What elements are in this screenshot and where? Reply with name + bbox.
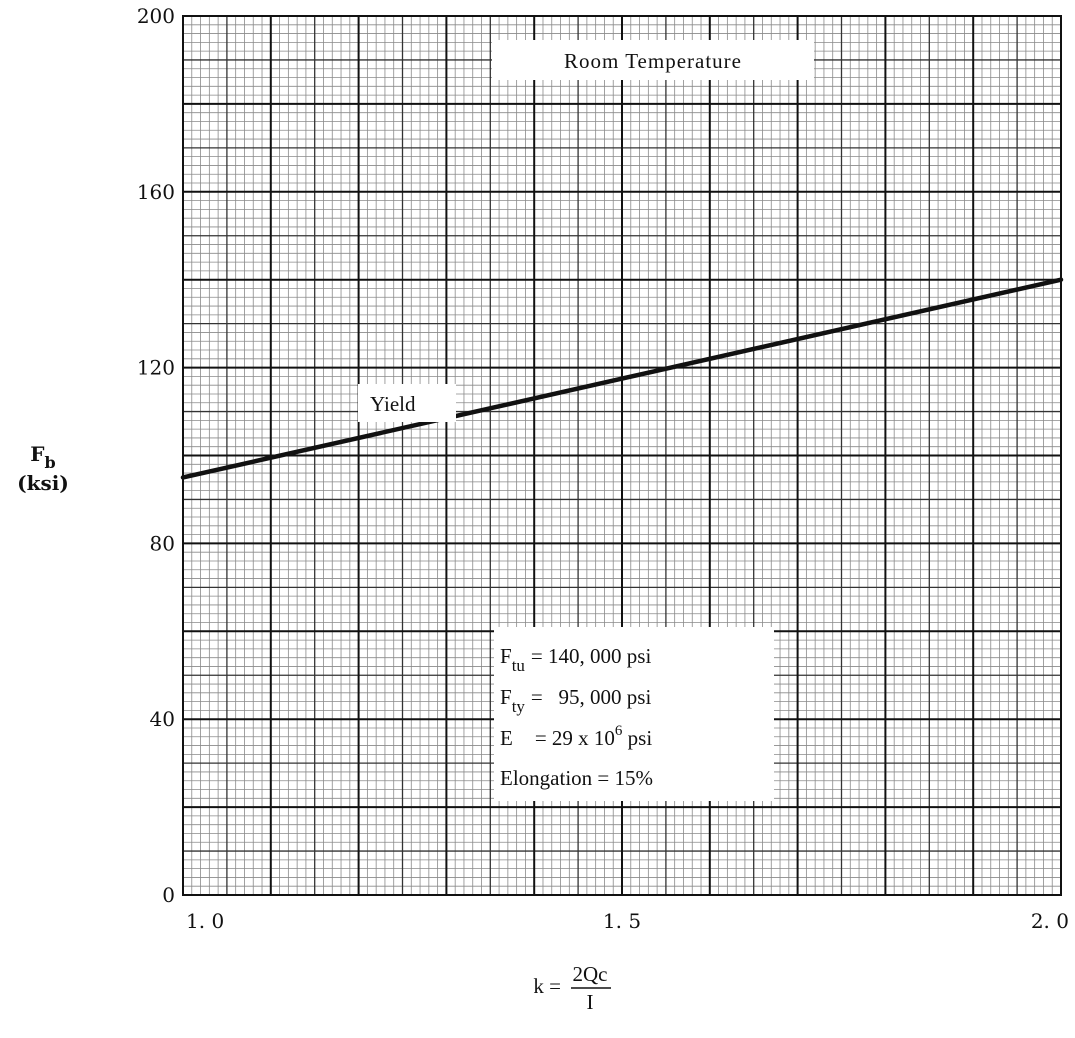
condition-label-bg xyxy=(492,40,814,80)
svg-text:(ksi): (ksi) xyxy=(17,471,69,495)
svg-text:2Qc: 2Qc xyxy=(573,962,608,986)
y-tick-label: 40 xyxy=(150,707,175,731)
property-elongation: Elongation = 15% xyxy=(500,766,653,790)
y-axis-label: Fb (ksi) xyxy=(17,442,69,495)
svg-text:k =: k = xyxy=(533,974,561,998)
series-line-yield xyxy=(180,277,1064,480)
tick-labels: 0 40 80 120 160 200 1. 0 1. 5 2. 0 xyxy=(137,4,1069,933)
series-layer xyxy=(180,277,1064,480)
property-e: E = 29 x 106 psi xyxy=(500,723,652,750)
svg-text:I: I xyxy=(587,990,594,1014)
series-label-bg xyxy=(358,384,456,422)
property-ftu: Ftu = 140, 000 psi xyxy=(500,644,651,675)
svg-text:Fb: Fb xyxy=(30,442,55,472)
y-tick-label: 160 xyxy=(137,180,175,204)
x-tick-label: 1. 5 xyxy=(603,909,641,933)
x-tick-label: 1. 0 xyxy=(186,909,224,933)
x-tick-label: 2. 0 xyxy=(1031,909,1069,933)
properties-box: Ftu = 140, 000 psi Fty = 95, 000 psi E = 29… xyxy=(494,627,774,801)
y-tick-label: 80 xyxy=(150,531,175,555)
condition-label: Room Temperature xyxy=(564,49,742,73)
y-tick-label: 200 xyxy=(137,4,175,28)
plot-frame xyxy=(182,15,1062,896)
y-tick-label: 120 xyxy=(137,356,175,380)
y-tick-label: 0 xyxy=(162,883,175,907)
x-axis-label: k = 2Qc I xyxy=(533,962,611,1014)
series-label-yield: Yield xyxy=(370,392,416,416)
property-fty: Fty = 95, 000 psi xyxy=(500,685,651,716)
